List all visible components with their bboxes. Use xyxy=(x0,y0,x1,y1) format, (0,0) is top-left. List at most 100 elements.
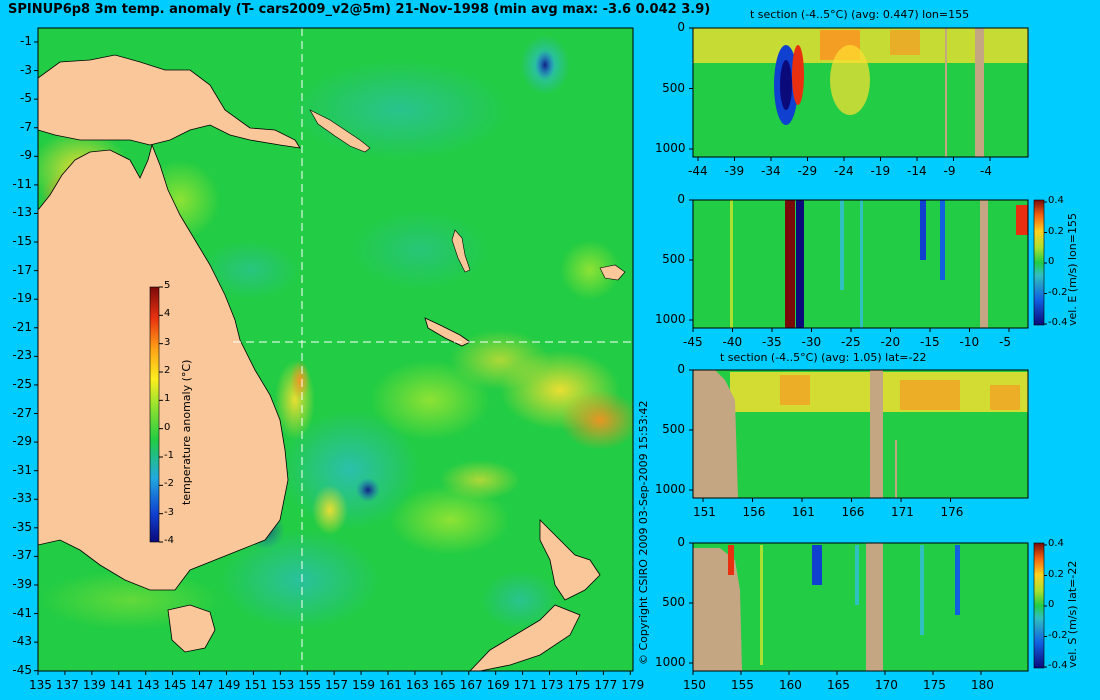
panel-y-tick-label: 500 xyxy=(662,252,685,266)
lat-tick-label: -3 xyxy=(20,62,32,77)
panel-x-tick-label: 151 xyxy=(693,505,716,519)
lon-tick-label: 151 xyxy=(244,678,268,692)
lon-tick-label: 163 xyxy=(405,678,429,692)
panel-y-tick-label: 1000 xyxy=(655,312,686,326)
vanuatu-land xyxy=(451,229,471,273)
vel-colorbar-tick-label: 0.4 xyxy=(1048,538,1064,549)
lat-tick-label: -29 xyxy=(12,434,32,449)
vel-colorbar-tick-label: 0 xyxy=(1048,599,1055,610)
lon-tick-label: 159 xyxy=(352,678,375,692)
lon-tick-label: 179 xyxy=(621,678,645,692)
panel-x-tick-label: -45 xyxy=(683,335,703,349)
lon-tick-label: 141 xyxy=(109,678,133,692)
panel-x-tick-label: -10 xyxy=(959,335,980,349)
vel-e-colorbar xyxy=(1033,199,1045,326)
lat-tick-label: -11 xyxy=(12,176,32,191)
panel-y-tick-label: 0 xyxy=(677,535,685,549)
panel-x-tick-label: -44 xyxy=(688,164,708,178)
lat-tick-label: -35 xyxy=(12,519,32,534)
panel-x-tick-label: 180 xyxy=(971,678,994,692)
tasmania-land xyxy=(167,604,216,653)
lon-tick-label: 143 xyxy=(136,678,160,692)
lat-tick-label: -17 xyxy=(12,262,32,277)
panel-y-tick-label: 500 xyxy=(662,422,685,436)
vel-colorbar-tick-label: -0.2 xyxy=(1048,286,1068,298)
lon-tick-label: 173 xyxy=(540,678,564,692)
australia-land xyxy=(38,143,289,591)
lat-tick-label: -33 xyxy=(12,491,32,506)
colorbar-tick-label: 3 xyxy=(164,336,171,348)
lat-tick-label: -31 xyxy=(12,462,32,477)
vel-colorbar-tick-label: -0.4 xyxy=(1048,317,1068,328)
map-title: SPINUP6p8 3m temp. anomaly (T- cars2009_… xyxy=(8,2,711,17)
panel-2-side-label: vel. E (m/s) lon=155 xyxy=(1066,213,1079,326)
panel-4-side-label: vel. S (m/s) lat=-22 xyxy=(1066,560,1079,668)
lat-tick-label: -37 xyxy=(12,548,32,563)
fiji-land xyxy=(599,264,626,281)
panel-x-tick-label: -40 xyxy=(722,335,743,349)
lat-tick-label: -1 xyxy=(20,34,32,48)
lon-tick-label: 135 xyxy=(29,678,52,692)
panel-x-tick-label: 150 xyxy=(683,678,706,692)
vel-colorbar-tick-label: 0.2 xyxy=(1048,568,1064,580)
panel-y-tick-label: 0 xyxy=(677,20,685,34)
new-guinea-land xyxy=(38,54,301,149)
lat-tick-label: -21 xyxy=(12,319,32,334)
colorbar-tick-label: 4 xyxy=(164,308,171,320)
colorbar-tick-label: 1 xyxy=(164,393,171,405)
panel-y-tick-label: 500 xyxy=(662,80,685,95)
lat-tick-label: -19 xyxy=(12,291,32,306)
panel-x-tick-label: -4 xyxy=(980,164,992,178)
panel-x-tick-label: -9 xyxy=(943,164,956,178)
lat-tick-label: -7 xyxy=(20,119,32,134)
lon-tick-label: 153 xyxy=(271,678,295,692)
lon-tick-label: 177 xyxy=(594,678,618,692)
lat-tick-label: -41 xyxy=(12,605,32,620)
panel-y-tick-label: 0 xyxy=(677,192,685,206)
new-zealand-north-land xyxy=(539,519,601,601)
lat-tick-label: -25 xyxy=(12,376,32,391)
colorbar-tick-label: 0 xyxy=(164,421,171,433)
lat-tick-label: -45 xyxy=(12,662,32,677)
map-frame xyxy=(37,27,634,672)
lon-tick-label: 175 xyxy=(567,678,591,692)
colorbar-tick-label: 5 xyxy=(164,280,171,291)
panel-vel-e-section xyxy=(692,199,1029,329)
lon-tick-label: 139 xyxy=(82,678,106,692)
panel-y-tick-label: 500 xyxy=(662,595,685,609)
panel-x-tick-label: -34 xyxy=(761,164,781,178)
lon-tick-label: 147 xyxy=(190,678,214,692)
lon-tick-label: 137 xyxy=(55,678,79,692)
solomon-islands-land xyxy=(309,109,371,153)
vel-colorbar-tick-label: -0.2 xyxy=(1048,629,1068,641)
lat-tick-label: -9 xyxy=(20,148,32,163)
lon-tick-label: 157 xyxy=(325,678,349,692)
copyright-text: © Copyright CSIRO 2009 03-Sep-2009 15:53… xyxy=(637,400,650,666)
colorbar-tick-label: -1 xyxy=(164,450,174,461)
lon-tick-label: 171 xyxy=(513,678,537,692)
lat-tick-label: -39 xyxy=(12,576,32,591)
new-caledonia-land xyxy=(424,317,471,347)
panel-t-section-lat xyxy=(692,369,1029,499)
main-map xyxy=(38,28,633,671)
lon-tick-label: 149 xyxy=(217,678,241,692)
lon-tick-label: 169 xyxy=(486,678,510,692)
panel-x-tick-label: 165 xyxy=(827,678,850,692)
panel-x-tick-label: 156 xyxy=(742,505,766,519)
panel-1-title: t section (-4..5°C) (avg: 0.447) lon=155 xyxy=(750,8,970,21)
panel-y-tick-label: 1000 xyxy=(655,482,686,496)
lat-tick-label: -27 xyxy=(12,405,32,420)
lat-tick-label: -13 xyxy=(12,205,32,220)
vel-colorbar-tick-label: 0 xyxy=(1048,256,1055,267)
panel-x-tick-label: 176 xyxy=(940,505,964,519)
colorbar-tick-label: -3 xyxy=(164,506,174,518)
lon-tick-label: 145 xyxy=(163,678,187,692)
lat-tick-label: -23 xyxy=(12,348,32,363)
panel-x-tick-label: -5 xyxy=(999,335,1011,349)
lon-tick-label: 161 xyxy=(379,678,402,692)
colorbar-tick-label: 2 xyxy=(164,365,171,376)
lat-tick-label: -5 xyxy=(20,91,32,106)
vel-colorbar-tick-label: 0.4 xyxy=(1048,195,1064,206)
vel-colorbar-tick-label: 0.2 xyxy=(1048,225,1064,237)
